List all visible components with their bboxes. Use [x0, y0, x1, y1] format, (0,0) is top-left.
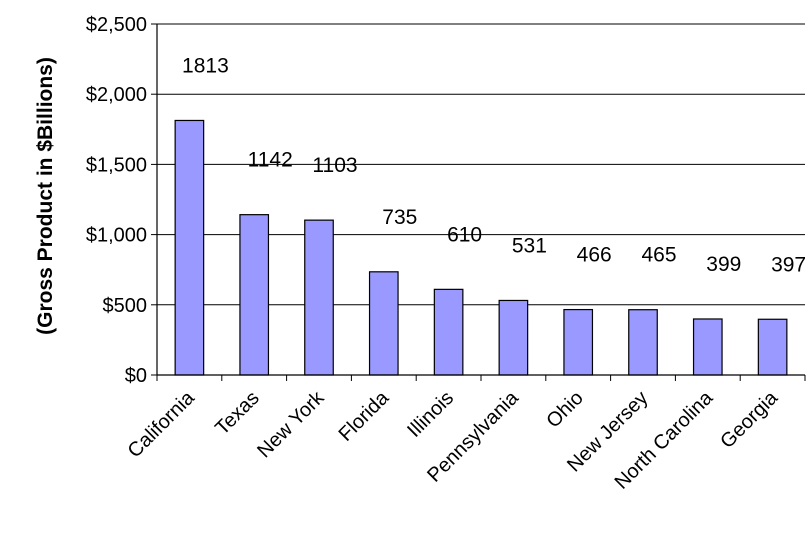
category-label: Illinois	[403, 387, 458, 442]
bar	[239, 214, 270, 376]
bar	[563, 308, 594, 376]
data-label: 735	[382, 206, 417, 229]
category-label: Ohio	[542, 387, 587, 432]
category-label: Texas	[211, 387, 264, 440]
y-tick-label: $1,500	[86, 154, 147, 176]
bar	[368, 271, 399, 376]
y-tick-label: $1,000	[86, 225, 147, 247]
bar	[498, 299, 529, 376]
bar	[174, 119, 205, 376]
bar	[692, 318, 723, 376]
bar	[433, 288, 464, 376]
bar	[628, 309, 658, 376]
y-axis-title: (Gross Product in $Billions)	[34, 57, 57, 335]
category-label: New York	[253, 386, 329, 462]
category-label: Georgia	[716, 386, 782, 452]
axes	[151, 23, 806, 381]
y-tick-labels: $0 $500 $1,000 $1,500 $2,000 $2,500	[86, 14, 147, 387]
y-tick-label: $2,500	[86, 14, 147, 36]
data-label: 1813	[182, 54, 229, 77]
data-label: 466	[577, 244, 612, 267]
data-label: 1103	[312, 154, 357, 177]
bar	[304, 219, 334, 376]
data-label: 610	[447, 223, 482, 246]
y-tick-label: $0	[125, 365, 147, 387]
data-label: 1142	[248, 149, 293, 172]
data-label: 397	[771, 253, 806, 276]
category-label: Florida	[335, 386, 394, 445]
data-label: 531	[512, 234, 547, 257]
y-tick-label: $2,000	[86, 84, 147, 106]
bar	[757, 318, 788, 376]
data-label: 399	[706, 253, 741, 276]
bars	[174, 119, 788, 376]
category-label: California	[124, 386, 200, 462]
data-labels: 1813 1142 1103 735 610 531 466 465 399 397	[182, 54, 806, 276]
data-label: 465	[641, 244, 676, 267]
y-tick-label: $500	[103, 295, 148, 317]
